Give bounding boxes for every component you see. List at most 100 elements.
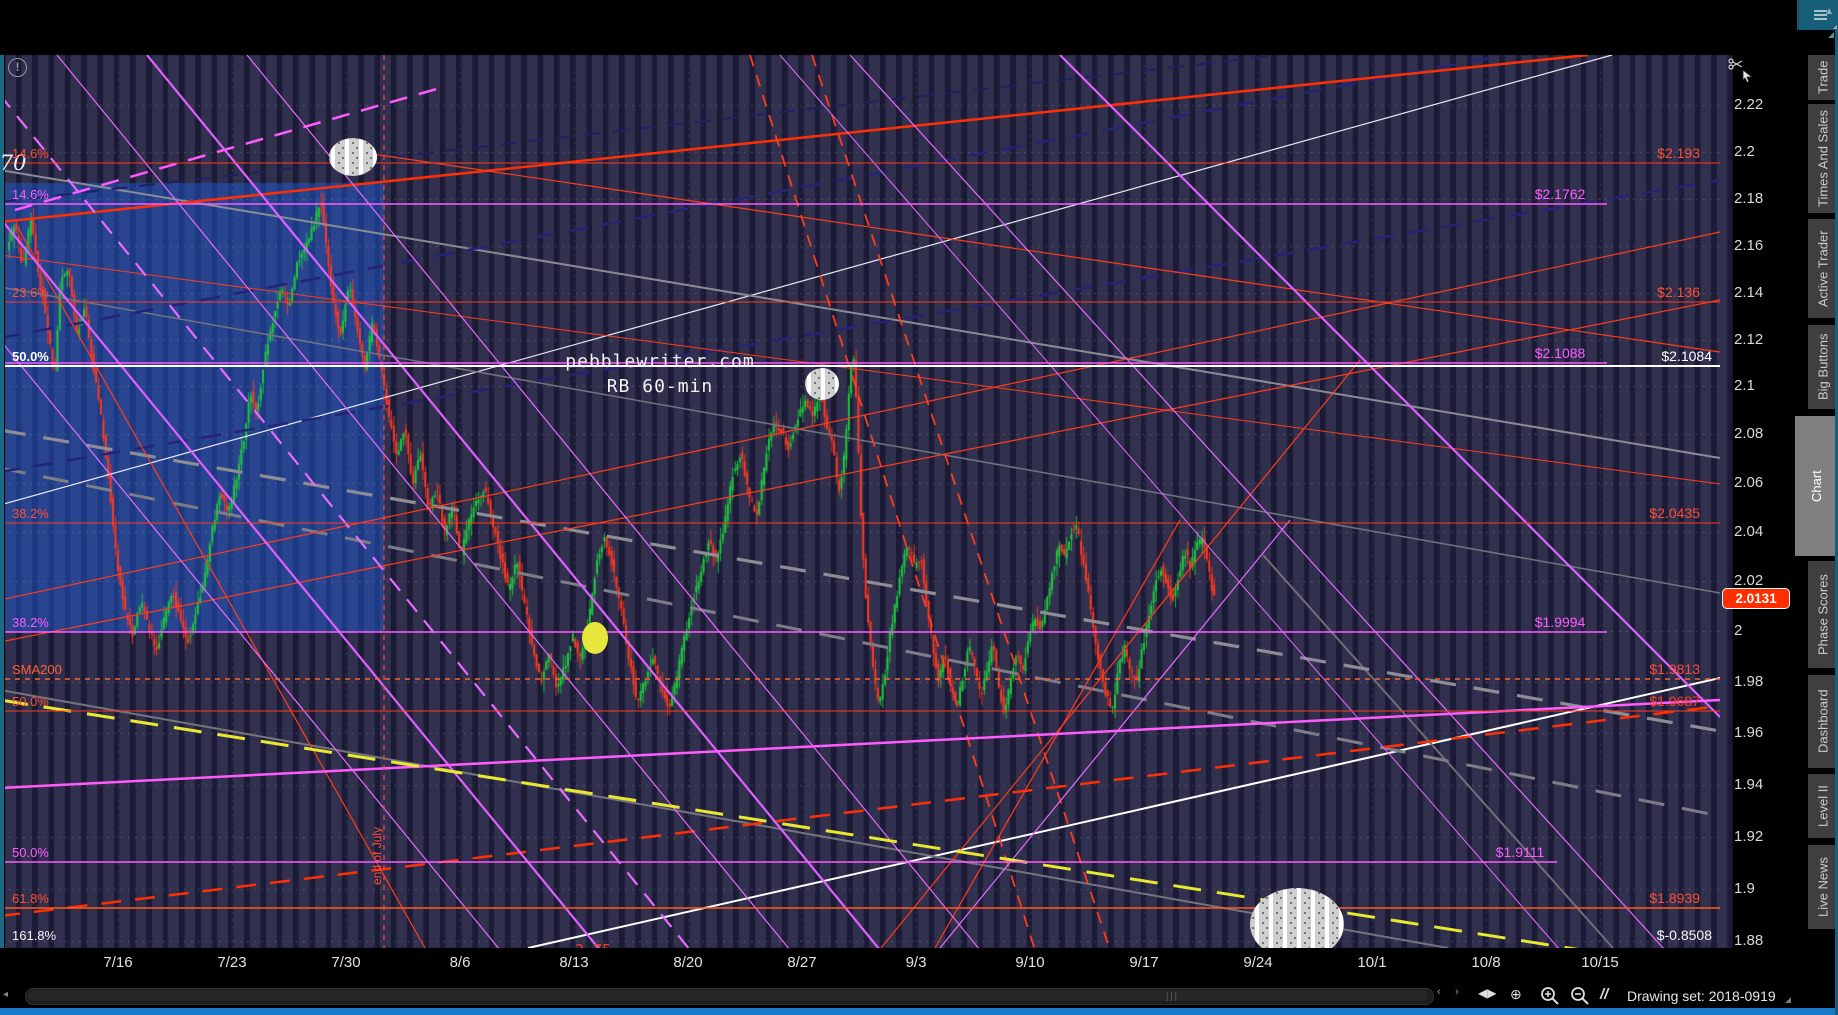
window-bottom-strip: [0, 1008, 1838, 1015]
left-edge-strip: [0, 55, 4, 948]
price-tick: 2.16: [1734, 237, 1764, 254]
date-tick: 9/17: [1129, 954, 1159, 971]
drawing-set-label[interactable]: Drawing set: 2018-0919: [1627, 988, 1776, 1004]
date-tick: 10/1: [1357, 954, 1387, 971]
fib-label-161.8%: 161.8%: [12, 928, 57, 943]
menu-icon: [1813, 9, 1828, 21]
level-price-label: $1.8939: [1649, 890, 1700, 906]
price-tick: 2.14: [1734, 284, 1764, 301]
price-tick: 2.02: [1734, 572, 1764, 589]
level-price-label: $1.9994: [1534, 614, 1586, 630]
date-tick: 8/6: [449, 954, 471, 971]
step-forward-icon[interactable]: ›: [1455, 986, 1459, 998]
cutoff-label-70: '70: [0, 151, 27, 175]
level-price-label: $1.9111: [1495, 844, 1545, 860]
drawing-tools-icon[interactable]: //: [1600, 986, 1609, 1003]
fib-label-14.6%: 14.6%: [12, 187, 49, 202]
time-axis[interactable]: 7/16 7/23 7/30 8/6 8/13 8/20 8/27 9/3 9/10 9/17 9/…: [0, 948, 1797, 985]
level-price-label: $2.193: [1657, 145, 1700, 161]
date-tick: 7/30: [331, 954, 361, 971]
window-right-strip: [1835, 30, 1838, 1015]
mouse-cursor: [1742, 69, 1754, 88]
scrollbar-thumb[interactable]: [28, 990, 1428, 1001]
scissors-glyph: [1728, 58, 1743, 70]
end-of-july-annotation: end of July: [370, 826, 384, 885]
zoom-out-icon[interactable]: [1570, 986, 1590, 1011]
sidebar-corner: [1828, 32, 1834, 38]
dropdown-corner: [1833, 25, 1837, 29]
price-axis[interactable]: 2.22 2.2 2.18 2.16 2.14 2.12 2.1 2.08 2.06 2.04 2.…: [1720, 55, 1797, 985]
fib-label-50.0%: 50.0%: [12, 694, 49, 709]
sidebar-tab-big-buttons[interactable]: Big Buttons: [1808, 325, 1838, 409]
step-back-icon[interactable]: ‹: [1437, 986, 1441, 998]
date-tick: 8/20: [673, 954, 703, 971]
menu-button[interactable]: [1803, 0, 1838, 30]
price-tick: 1.9: [1734, 880, 1755, 897]
fib-label-50.0%: 50.0%: [12, 349, 49, 364]
scroll-left-icon[interactable]: ◂: [3, 989, 9, 1000]
price-tick: 2.08: [1734, 425, 1764, 442]
fib-label-SMA200: SMA200: [12, 662, 62, 677]
price-tick: 1.98: [1734, 673, 1764, 690]
price-tick: 2: [1734, 622, 1743, 639]
level-price-label: $2.136: [1657, 284, 1700, 300]
pan-horizontal-icon[interactable]: ◀▶: [1478, 986, 1497, 1000]
chart-area[interactable]: ! '70 pebblewriter.com RB 60-min 2.75 en…: [0, 0, 1797, 1008]
date-tick: 10/8: [1471, 954, 1501, 971]
price-tick: 1.94: [1734, 776, 1764, 793]
chart-scrollbar[interactable]: |||: [25, 988, 1434, 1005]
move-target-icon[interactable]: ⊕: [1510, 986, 1522, 1002]
sidebar-tab-times-and-sales[interactable]: Times And Sales: [1808, 104, 1838, 213]
price-tick: 2.2: [1734, 143, 1755, 160]
bottom-toolbar: ◂ ||| ‹ › ◀▶ ⊕ // Drawing set: 2018-0919: [0, 985, 1797, 1008]
sidebar-tab-dashboard[interactable]: Dashboard: [1808, 675, 1838, 768]
date-tick: 9/3: [905, 954, 927, 971]
price-tick: 2.1: [1734, 377, 1755, 394]
price-tick: 2.22: [1734, 96, 1764, 113]
watermark-site: pebblewriter.com: [565, 351, 755, 372]
level-price-label: $1.9813: [1649, 661, 1700, 677]
gadget-sidebar: Trade Times And Sales Active Trader Big But…: [1795, 30, 1838, 1008]
sidebar-tab-trade[interactable]: Trade: [1808, 55, 1838, 100]
level-price-label: $-0.8508: [1656, 927, 1712, 943]
price-tick: 1.92: [1734, 828, 1764, 845]
collapse-arrow-icon[interactable]: ▲: [1824, 6, 1834, 17]
fib-label-50.0%: 50.0%: [12, 845, 49, 860]
sidebar-tab-live-news[interactable]: Live News: [1808, 845, 1838, 929]
pointer-glyph: [1742, 69, 1754, 83]
zoom-in-icon[interactable]: [1540, 986, 1560, 1011]
sidebar-tab-chart[interactable]: Chart: [1795, 416, 1838, 556]
date-tick: 9/24: [1243, 954, 1273, 971]
fib-label-61.8%: 61.8%: [12, 891, 49, 906]
date-tick: 8/27: [787, 954, 817, 971]
fib-label-38.2%: 38.2%: [12, 506, 49, 521]
date-tick: 8/13: [559, 954, 589, 971]
price-tick: 2.04: [1734, 523, 1764, 540]
warning-icon[interactable]: !: [8, 58, 27, 77]
level-price-label: $2.1762: [1534, 186, 1586, 202]
scissors-icon[interactable]: [1728, 57, 1744, 76]
price-tick: 2.12: [1734, 331, 1764, 348]
date-tick: 7/16: [103, 954, 133, 971]
date-tick: 10/15: [1581, 954, 1619, 971]
level-price-label: $2.1088: [1534, 345, 1586, 361]
level-price-label: $1.9687: [1649, 693, 1700, 709]
date-tick: 9/10: [1015, 954, 1045, 971]
level-price-label: $2.1084: [1661, 348, 1712, 364]
date-tick: 7/23: [217, 954, 247, 971]
fib-label-38.2%: 38.2%: [12, 615, 49, 630]
price-tick: 2.06: [1734, 474, 1764, 491]
toolbar-separator: [1798, 0, 1799, 30]
scrollbar-grip: |||: [1166, 991, 1180, 1001]
price-tick: 2.18: [1734, 190, 1764, 207]
sidebar-tab-level-ii[interactable]: Level II: [1808, 774, 1838, 838]
current-price-badge: 2.0131: [1722, 588, 1790, 609]
level-price-label: $2.0435: [1649, 505, 1700, 521]
fib-label-14.6%: 14.6%: [12, 146, 49, 161]
sidebar-tab-phase-scores[interactable]: Phase Scores: [1808, 561, 1838, 668]
watermark-chart-title: RB 60-min: [606, 376, 714, 397]
sidebar-tab-active-trader[interactable]: Active Trader: [1808, 219, 1838, 318]
fib-label-23.6%: 23.6%: [12, 285, 49, 300]
resize-corner: [1785, 997, 1791, 1003]
